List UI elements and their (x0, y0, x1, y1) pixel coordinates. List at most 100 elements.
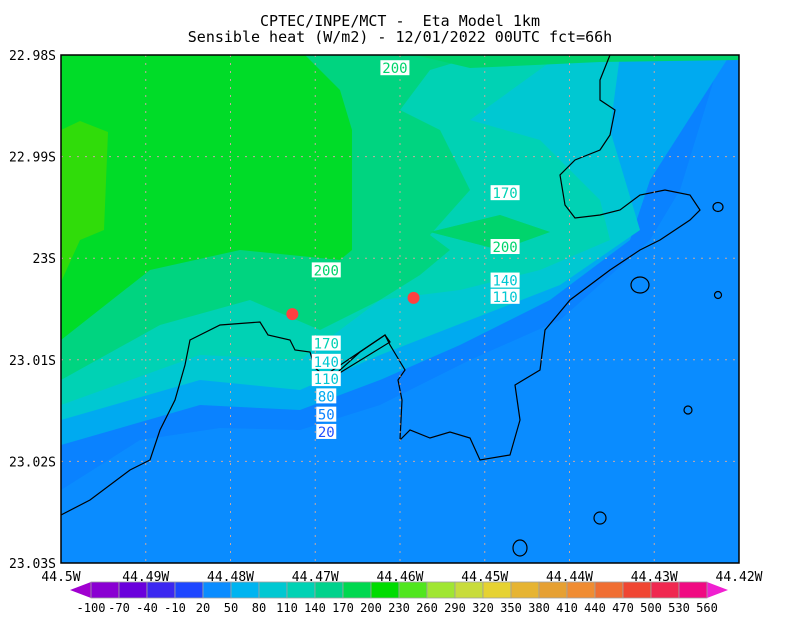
location-marker (286, 308, 299, 321)
colorbar-swatch (426, 581, 456, 599)
colorbar-swatch (286, 581, 316, 599)
y-tick-label: 22.99S (9, 151, 56, 166)
contour-label-bg (311, 262, 341, 278)
contour-label-bg (316, 406, 337, 422)
contour-label: 170 (314, 337, 339, 353)
contour-label-bg (490, 272, 520, 288)
contour-label-bg (490, 288, 520, 304)
y-tick-label: 23.02S (9, 455, 56, 470)
island-0 (630, 276, 650, 294)
colorbar-tick-label: 500 (640, 601, 662, 615)
colorbar-tick-label: -100 (77, 601, 106, 615)
x-tick-label: 44.47W (292, 570, 339, 585)
colorbar-swatch (482, 581, 512, 599)
colorbar-tick-label: 50 (224, 601, 238, 615)
colorbar-tick-label: 200 (360, 601, 382, 615)
contour-label: 80 (318, 389, 335, 405)
colorbar-swatch (342, 581, 372, 599)
x-tick-label: 44.5W (41, 570, 80, 585)
band-230-260 (61, 121, 108, 282)
colorbar-swatch (118, 581, 148, 599)
colorbar-tick-label: 170 (332, 601, 354, 615)
x-tick-label: 44.42W (716, 570, 763, 585)
island-5 (713, 290, 723, 300)
colorbar-tick-label: 80 (252, 601, 266, 615)
contour-label: 170 (492, 186, 517, 202)
colorbar-swatch (314, 581, 344, 599)
contour-label: 200 (314, 263, 339, 279)
contour-label: 200 (382, 61, 407, 77)
colorbar-swatch (398, 581, 428, 599)
colorbar-swatch (678, 581, 708, 599)
colorbar-swatch (258, 581, 288, 599)
x-tick-label: 44.45W (461, 570, 508, 585)
contour-label: 50 (318, 408, 335, 424)
colorbar-swatch (622, 581, 652, 599)
x-tick-label: 44.43W (631, 570, 678, 585)
colorbar-swatch (202, 581, 232, 599)
colorbar-tick-label: 560 (696, 601, 718, 615)
colorbar-tick-label: -40 (136, 601, 158, 615)
grid (61, 55, 739, 563)
colorbar-lower-arrow (70, 582, 91, 598)
colorbar-tick-label: 350 (500, 601, 522, 615)
colorbar-tick-label: 230 (388, 601, 410, 615)
colorbar-tick-label: -10 (164, 601, 186, 615)
y-tick-label: 23S (33, 252, 56, 267)
contour-label: 200 (492, 240, 517, 256)
colorbar-tick-label: 260 (416, 601, 438, 615)
contour-label-bg (311, 353, 341, 369)
colorbar-swatch (174, 581, 204, 599)
colorbar-swatch (650, 581, 680, 599)
contour-label-bg (311, 371, 341, 387)
contour-label-bg (490, 185, 520, 201)
chart-title: CPTEC/INPE/MCT - Eta Model 1km (260, 12, 540, 30)
x-tick-label: 44.48W (207, 570, 254, 585)
colorbar-swatch (90, 581, 120, 599)
contour-label: 110 (314, 372, 339, 388)
coastline (60, 54, 701, 516)
contour-label-bg (490, 239, 520, 255)
colorbar-swatch (146, 581, 176, 599)
island-3 (512, 539, 528, 557)
x-tick-label: 44.49W (122, 570, 169, 585)
colorbar-swatch (370, 581, 400, 599)
chart-subtitle: Sensible heat (W/m2) - 12/01/2022 00UTC … (187, 28, 613, 46)
plot-frame (60, 54, 740, 564)
contour-label-bg (380, 60, 410, 76)
location-marker (407, 291, 420, 304)
band-200-230 (61, 55, 352, 340)
island-2 (593, 511, 607, 525)
band-200-230-top (415, 55, 739, 68)
colorbar-tick-label: 440 (584, 601, 606, 615)
contour-label-bg (316, 388, 337, 404)
contour-label-bg (316, 423, 337, 439)
colorbar-swatch (510, 581, 540, 599)
y-tick-label: 23.03S (9, 557, 56, 572)
island-1 (712, 201, 724, 213)
colorbar-tick-label: 380 (528, 601, 550, 615)
colorbar-tick-label: 470 (612, 601, 634, 615)
colorbar-swatch (594, 581, 624, 599)
contour-label: 140 (314, 355, 339, 371)
colorbar-swatch (566, 581, 596, 599)
y-tick-label: 22.98S (9, 49, 56, 64)
colorbar-tick-label: 530 (668, 601, 690, 615)
colorbar-tick-label: 110 (276, 601, 298, 615)
colorbar-tick-label: -70 (108, 601, 130, 615)
colorbar-tick-label: 20 (196, 601, 210, 615)
colorbar-tick-label: 140 (304, 601, 326, 615)
colorbar-swatch (538, 581, 568, 599)
contour-label: 140 (492, 274, 517, 290)
colorbar-tick-label: 320 (472, 601, 494, 615)
x-tick-label: 44.46W (377, 570, 424, 585)
colorbar-tick-label: 410 (556, 601, 578, 615)
band-200-230-b (430, 215, 550, 250)
x-tick-label: 44.44W (546, 570, 593, 585)
colorbar-tick-label: 290 (444, 601, 466, 615)
contour-label: 20 (318, 425, 335, 441)
y-tick-label: 23.01S (9, 354, 56, 369)
colorbar-swatch (454, 581, 484, 599)
